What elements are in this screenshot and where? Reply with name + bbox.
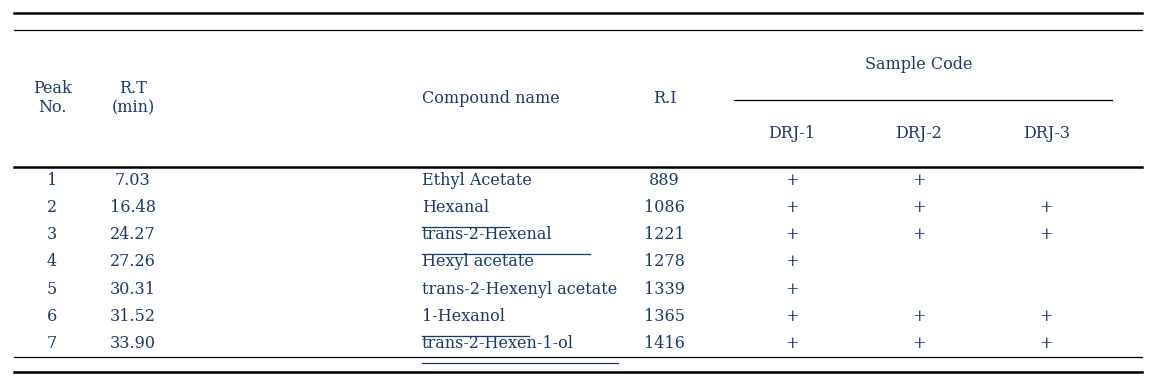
- Text: Hexanal: Hexanal: [422, 199, 489, 216]
- Text: Hexyl acetate: Hexyl acetate: [422, 254, 534, 270]
- Text: 3: 3: [47, 226, 57, 243]
- Text: Ethyl Acetate: Ethyl Acetate: [422, 172, 532, 189]
- Text: +: +: [785, 335, 799, 352]
- Text: +: +: [785, 280, 799, 298]
- Text: Sample Code: Sample Code: [866, 56, 972, 74]
- Text: +: +: [1039, 308, 1053, 325]
- Text: 30.31: 30.31: [110, 280, 156, 298]
- Text: +: +: [785, 308, 799, 325]
- Text: R.I: R.I: [653, 90, 676, 106]
- Text: 31.52: 31.52: [110, 308, 156, 325]
- Text: +: +: [912, 335, 926, 352]
- Text: 2: 2: [47, 199, 57, 216]
- Text: 889: 889: [650, 172, 680, 189]
- Text: 1-Hexanol: 1-Hexanol: [422, 308, 505, 325]
- Text: 6: 6: [47, 308, 57, 325]
- Text: 1086: 1086: [644, 199, 686, 216]
- Text: 16.48: 16.48: [110, 199, 156, 216]
- Text: 5: 5: [47, 280, 57, 298]
- Text: +: +: [785, 199, 799, 216]
- Text: 1: 1: [47, 172, 57, 189]
- Text: 27.26: 27.26: [110, 254, 156, 270]
- Text: 1221: 1221: [644, 226, 686, 243]
- Text: +: +: [1039, 199, 1053, 216]
- Text: 24.27: 24.27: [110, 226, 156, 243]
- Text: +: +: [785, 226, 799, 243]
- Text: DRJ-3: DRJ-3: [1023, 125, 1069, 142]
- Text: +: +: [785, 172, 799, 189]
- Text: 7: 7: [47, 335, 57, 352]
- Text: +: +: [912, 199, 926, 216]
- Text: R.T
(min): R.T (min): [111, 80, 155, 116]
- Text: +: +: [912, 308, 926, 325]
- Text: +: +: [1039, 335, 1053, 352]
- Text: 1365: 1365: [644, 308, 686, 325]
- Text: trans-2-Hexenyl acetate: trans-2-Hexenyl acetate: [422, 280, 617, 298]
- Text: Compound name: Compound name: [422, 90, 560, 106]
- Text: +: +: [785, 254, 799, 270]
- Text: DRJ-2: DRJ-2: [896, 125, 942, 142]
- Text: +: +: [912, 172, 926, 189]
- Text: DRJ-1: DRJ-1: [769, 125, 815, 142]
- Text: 1278: 1278: [644, 254, 686, 270]
- Text: trans-2-Hexenal: trans-2-Hexenal: [422, 226, 553, 243]
- Text: 1339: 1339: [644, 280, 686, 298]
- Text: 1416: 1416: [644, 335, 686, 352]
- Text: Peak
No.: Peak No.: [32, 80, 72, 116]
- Text: 7.03: 7.03: [116, 172, 150, 189]
- Text: +: +: [912, 226, 926, 243]
- Text: +: +: [1039, 226, 1053, 243]
- Text: 4: 4: [47, 254, 57, 270]
- Text: 33.90: 33.90: [110, 335, 156, 352]
- Text: trans-2-Hexen-1-ol: trans-2-Hexen-1-ol: [422, 335, 573, 352]
